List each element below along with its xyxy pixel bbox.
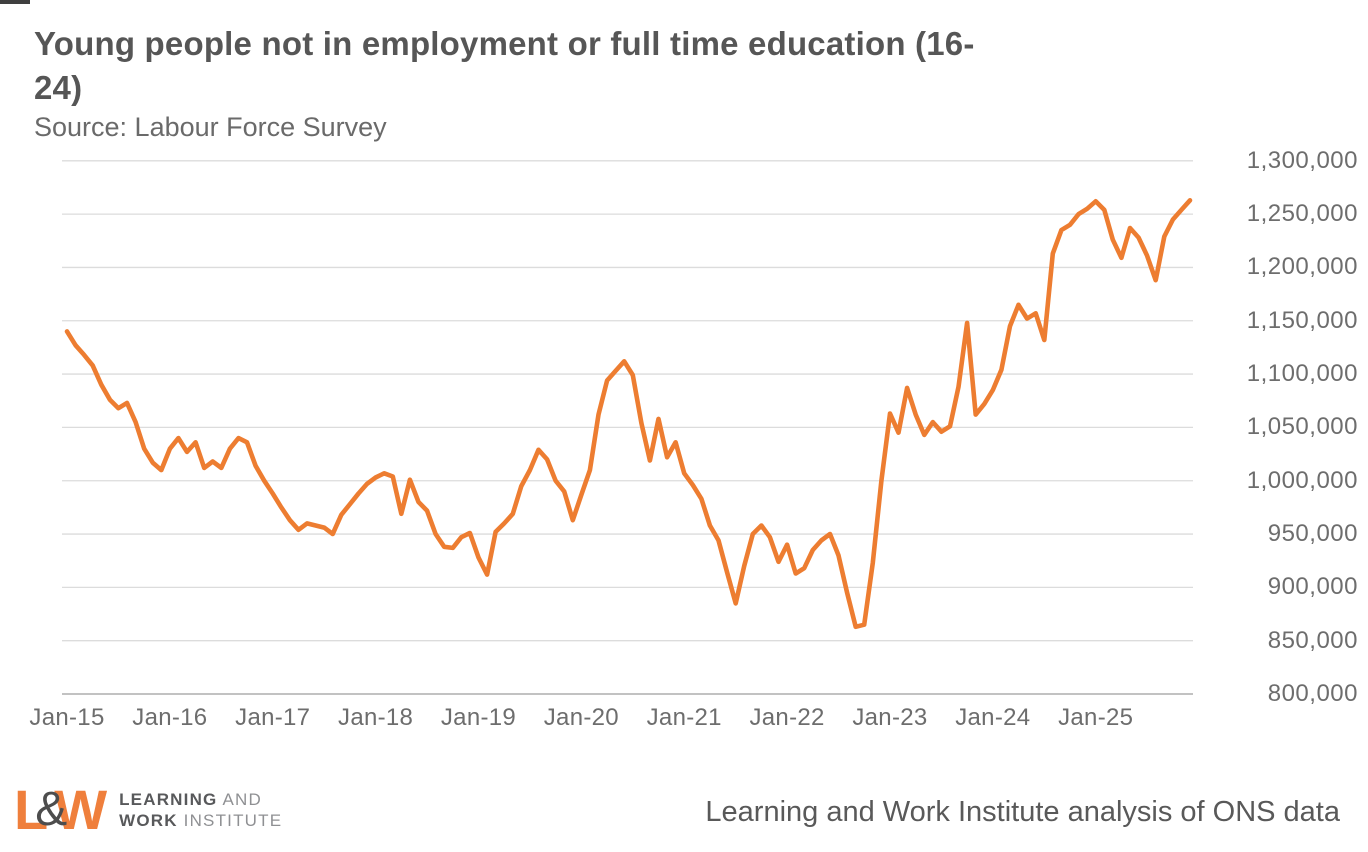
- x-axis-label: Jan-23: [852, 704, 928, 731]
- trend-line: [64, 198, 1193, 630]
- y-axis-label: 850,000: [1267, 626, 1358, 654]
- y-axis-label: 1,000,000: [1246, 466, 1358, 494]
- y-axis-label: 1,250,000: [1246, 200, 1358, 228]
- x-axis-label: Jan-25: [1058, 704, 1134, 731]
- x-axis-label: Jan-18: [338, 704, 414, 731]
- y-axis-label: 1,050,000: [1246, 413, 1358, 441]
- x-axis-label: Jan-16: [132, 704, 208, 731]
- logo-word-learning: LEARNING: [119, 790, 218, 809]
- y-axis-label: 900,000: [1267, 573, 1358, 601]
- logo-wordmark-line1: LEARNING AND: [119, 789, 282, 810]
- logo-ampersand: &: [35, 783, 68, 836]
- logo-word-work: WORK: [119, 811, 178, 830]
- logo-letter-w: W: [54, 778, 107, 841]
- logo-wordmark-line2: WORK INSTITUTE: [119, 810, 282, 831]
- chart-title-line1: Young people not in employment or full t…: [34, 25, 975, 62]
- y-axis-label: 1,150,000: [1246, 306, 1358, 334]
- y-axis-label: 1,200,000: [1246, 253, 1358, 281]
- chart-title-line2: 24): [34, 69, 83, 106]
- x-axis-label: Jan-22: [749, 704, 825, 731]
- logo-word-institute: INSTITUTE: [177, 811, 283, 830]
- y-axis-label: 800,000: [1267, 680, 1358, 707]
- logo-wordmark: LEARNING AND WORK INSTITUTE: [119, 789, 282, 831]
- x-axis-label: Jan-15: [29, 704, 105, 731]
- x-axis-label: Jan-24: [955, 704, 1031, 731]
- x-axis-label: Jan-17: [235, 704, 311, 731]
- y-axis-label: 1,300,000: [1246, 146, 1358, 174]
- logo-letter-l: L: [14, 778, 49, 841]
- lw-institute-logo: L & W LEARNING AND WORK INSTITUTE: [14, 782, 282, 838]
- x-axis-label: Jan-21: [646, 704, 722, 731]
- attribution-text: Learning and Work Institute analysis of …: [705, 796, 1340, 828]
- y-axis-label: 950,000: [1267, 520, 1358, 548]
- window-edge-artifact: [0, 0, 30, 4]
- y-axis-label: 1,100,000: [1246, 360, 1358, 388]
- chart-source: Source: Labour Force Survey: [34, 112, 387, 142]
- lw-logo-mark-icon: L & W: [14, 778, 107, 841]
- x-axis-label: Jan-20: [543, 704, 619, 731]
- logo-word-and: AND: [217, 790, 262, 809]
- chart-title: Young people not in employment or full t…: [34, 22, 975, 110]
- x-axis-label: Jan-19: [440, 704, 517, 731]
